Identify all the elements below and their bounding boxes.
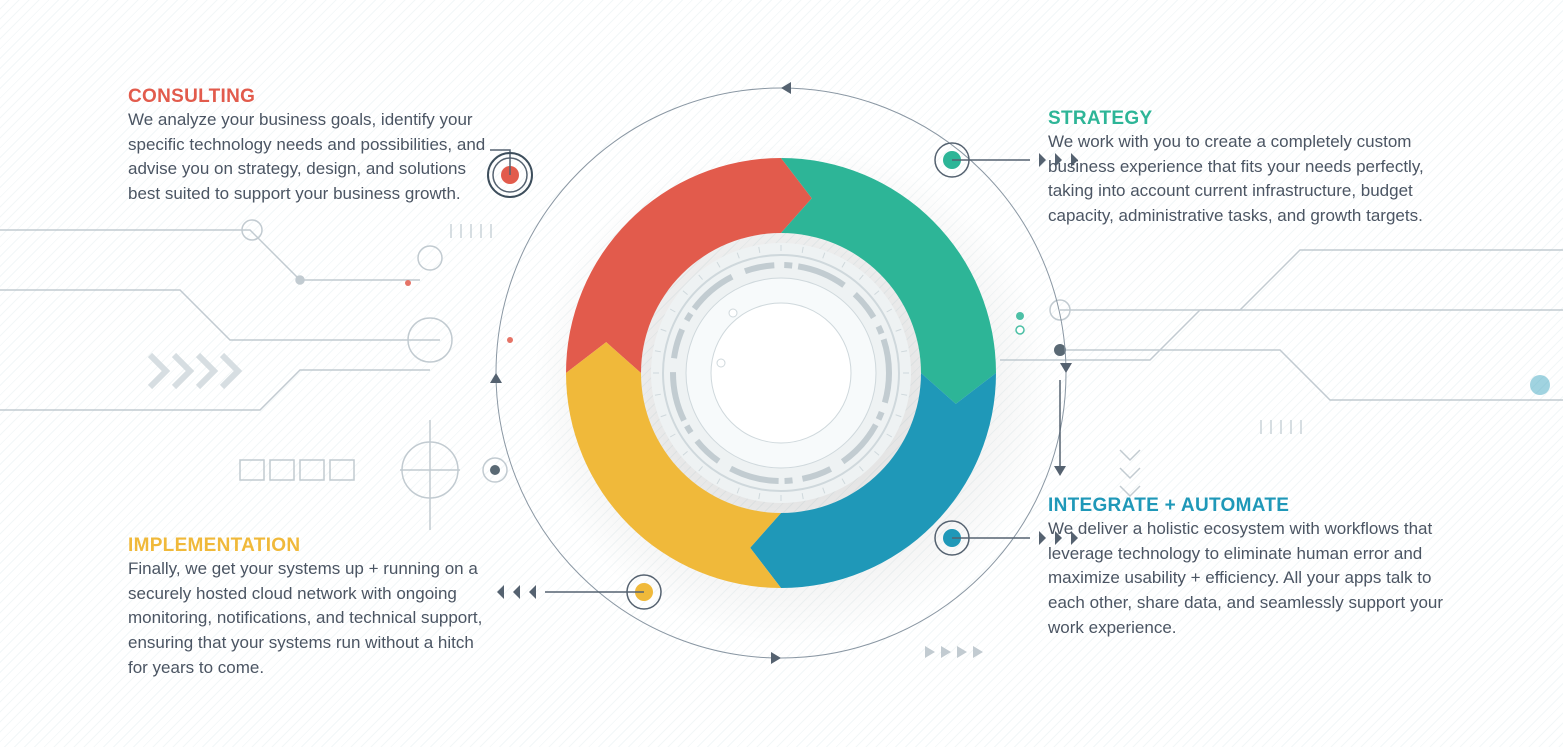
body-integrate: We deliver a holistic ecosystem with wor… [1048,517,1448,640]
block-implementation: IMPLEMENTATION Finally, we get your syst… [128,535,498,680]
block-integrate: INTEGRATE + AUTOMATE We deliver a holist… [1048,495,1448,640]
body-strategy: We work with you to create a completely … [1048,130,1448,229]
block-consulting: CONSULTING We analyze your business goal… [128,86,498,207]
title-integrate: INTEGRATE + AUTOMATE [1048,495,1448,517]
body-consulting: We analyze your business goals, identify… [128,108,498,207]
body-implementation: Finally, we get your systems up + runnin… [128,557,498,680]
title-consulting: CONSULTING [128,86,498,108]
title-strategy: STRATEGY [1048,108,1448,130]
infographic-stage: CONSULTING We analyze your business goal… [0,0,1563,747]
block-strategy: STRATEGY We work with you to create a co… [1048,108,1448,229]
title-implementation: IMPLEMENTATION [128,535,498,557]
